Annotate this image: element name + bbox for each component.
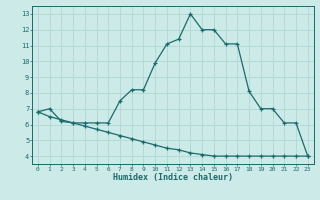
X-axis label: Humidex (Indice chaleur): Humidex (Indice chaleur) [113,173,233,182]
